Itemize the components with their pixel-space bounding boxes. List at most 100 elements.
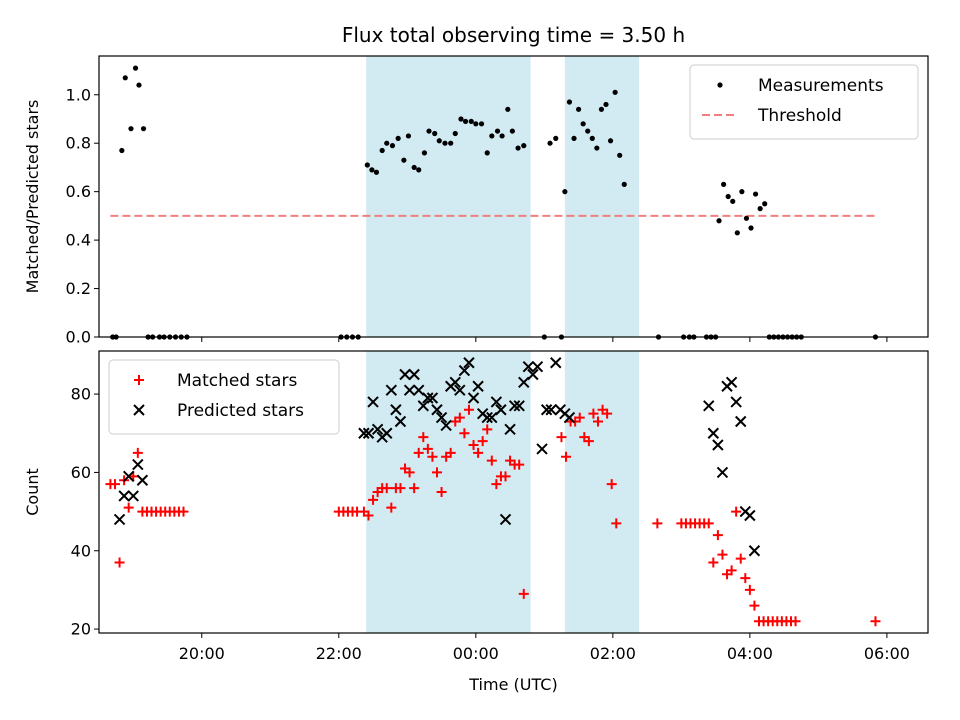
- x-tick-label: 00:00: [453, 644, 499, 663]
- data-point: [545, 404, 557, 416]
- data-point: [482, 424, 493, 435]
- data-point: [594, 145, 600, 151]
- data-point: [494, 128, 501, 134]
- data-point: [369, 167, 375, 173]
- legend: Measurements Threshold: [689, 64, 919, 140]
- data-point: [712, 530, 723, 541]
- data-point: [588, 408, 599, 419]
- data-point: [408, 368, 420, 381]
- data-point: [486, 455, 497, 466]
- data-point: [580, 121, 586, 127]
- data-point: [536, 443, 548, 455]
- data-point: [394, 415, 407, 428]
- y-tick-label: 0.0: [66, 328, 91, 347]
- data-point: [563, 411, 576, 424]
- axes-frame: [98, 55, 929, 338]
- data-point: [707, 427, 720, 439]
- data-point: [602, 408, 613, 419]
- data-point: [518, 376, 530, 389]
- x-tick-label: 22:00: [316, 644, 362, 663]
- data-point: [598, 106, 605, 112]
- data-point: [553, 135, 559, 141]
- data-point: [870, 616, 881, 627]
- data-point: [473, 121, 479, 127]
- legend-label: Measurements: [758, 76, 884, 96]
- data-point: [458, 116, 464, 122]
- legend-label: Matched stars: [177, 371, 297, 391]
- data-point: [390, 404, 402, 416]
- y-tick-label: 60: [71, 463, 91, 482]
- data-point: [606, 479, 617, 490]
- data-point: [371, 423, 384, 436]
- y-tick-label: 0.6: [66, 182, 91, 201]
- observing-interval-shade: [564, 56, 640, 337]
- y-axis-label: Count: [23, 468, 42, 516]
- data-point: [518, 588, 529, 599]
- data-point: [467, 392, 480, 404]
- data-point: [495, 404, 507, 416]
- data-point: [136, 474, 149, 486]
- x-tick-label: 02:00: [590, 644, 636, 663]
- data-point: [468, 118, 474, 125]
- data-point: [592, 416, 603, 427]
- observing-interval-shade: [366, 351, 531, 633]
- data-point: [566, 99, 573, 105]
- data-point: [362, 427, 375, 439]
- data-point: [508, 400, 521, 412]
- y-tick-label: 1.0: [66, 85, 91, 104]
- data-point: [127, 490, 139, 502]
- data-point: [132, 65, 139, 71]
- data-point: [731, 506, 742, 517]
- data-point: [413, 447, 424, 458]
- data-point: [448, 140, 454, 146]
- data-point: [403, 384, 416, 396]
- x-axis-label: Time (UTC): [468, 675, 557, 694]
- data-point: [458, 364, 471, 377]
- data-point: [611, 518, 622, 529]
- data-point: [561, 451, 572, 462]
- data-point: [114, 557, 125, 568]
- data-point: [748, 545, 761, 557]
- data-point: [442, 140, 448, 146]
- legend-label: Threshold: [757, 106, 842, 126]
- data-point: [427, 451, 438, 462]
- legend-label: Predicted stars: [177, 401, 304, 421]
- data-point: [490, 396, 503, 408]
- data-point: [721, 181, 727, 187]
- legend-swatch: [134, 375, 144, 385]
- data-point: [478, 121, 485, 127]
- data-point: [432, 130, 438, 137]
- data-point: [486, 411, 498, 424]
- data-point: [499, 513, 512, 526]
- ratio-panel: 0.0 0.2 0.4 0.6 0.8 1.0 Matched/Predicted star…: [23, 55, 929, 347]
- data-point: [730, 198, 736, 204]
- data-point: [421, 150, 428, 156]
- data-point: [385, 384, 398, 396]
- legend-frame: [108, 359, 340, 435]
- data-point: [734, 230, 740, 236]
- data-point: [422, 443, 433, 454]
- data-point: [489, 133, 495, 139]
- data-point: [726, 565, 737, 576]
- data-point: [500, 471, 511, 482]
- data-point: [571, 135, 577, 141]
- data-point: [515, 145, 521, 151]
- data-point: [527, 368, 539, 381]
- data-point: [409, 483, 420, 494]
- data-point: [473, 447, 484, 458]
- data-point: [422, 392, 434, 404]
- data-point: [431, 404, 443, 416]
- data-point: [717, 549, 728, 560]
- data-point: [367, 396, 379, 408]
- data-point: [384, 140, 390, 146]
- series-matched-stars: [105, 404, 881, 627]
- data-point: [454, 412, 465, 423]
- y-tick-label: 0.8: [66, 134, 91, 153]
- data-point: [735, 553, 746, 564]
- data-point: [477, 436, 488, 447]
- data-point: [418, 432, 429, 443]
- data-point: [491, 479, 502, 490]
- data-point: [463, 357, 475, 369]
- data-point: [381, 427, 393, 439]
- data-point: [730, 396, 742, 408]
